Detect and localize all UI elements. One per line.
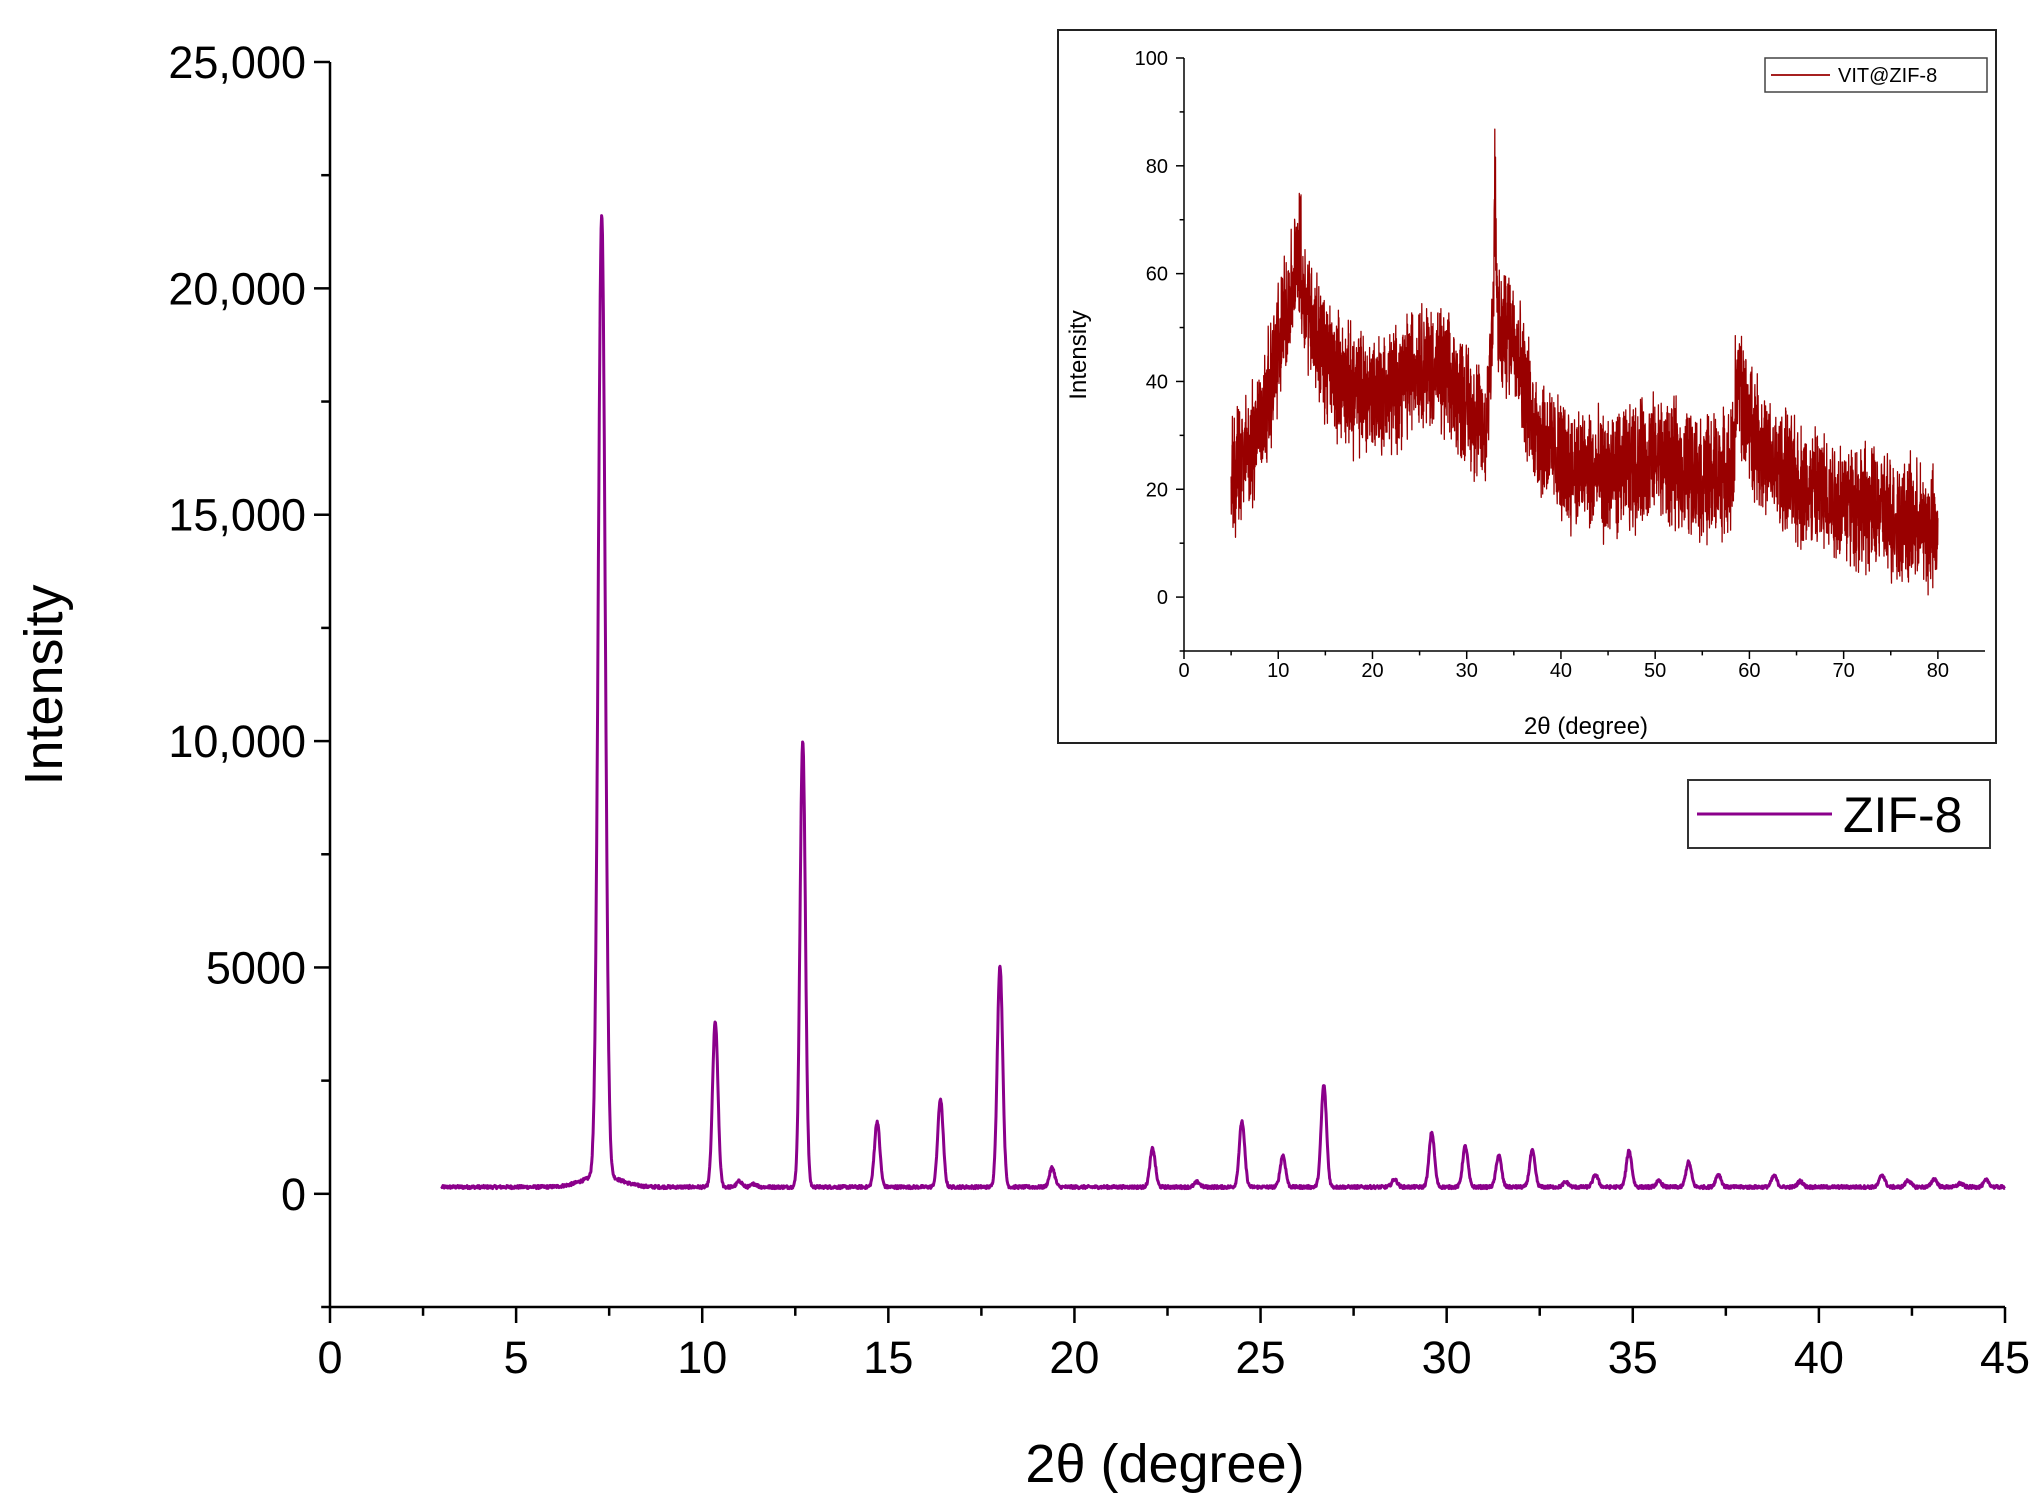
inset-x-tick-label: 60 [1738,660,1760,682]
main-x-tick-label: 0 [317,1332,342,1383]
inset-x-ticks: 0 10 20 30 40 50 60 70 80 [1178,651,1949,682]
main-x-tick-label: 25 [1236,1332,1286,1383]
main-x-tick-label: 35 [1608,1332,1658,1383]
main-y-tick-label: 10,000 [168,716,306,767]
inset-x-tick-label: 50 [1644,660,1666,682]
inset-y-ticks: 0 20 40 60 80 100 [1135,48,1184,652]
inset-legend-label: VIT@ZIF-8 [1838,65,1937,87]
inset-x-tick-label: 20 [1361,660,1383,682]
zif8-series-line [440,214,2007,1191]
main-x-tick-label: 10 [677,1332,727,1383]
inset-x-axis-label: 2θ (degree) [1524,713,1648,740]
main-x-ticks: 0 5 10 15 20 25 30 35 40 45 [317,1307,2030,1383]
inset-x-tick-label: 40 [1550,660,1572,682]
inset-y-axis-label: Intensity [1065,310,1092,399]
main-x-tick-label: 5 [504,1332,529,1383]
inset-y-tick-label: 0 [1157,587,1168,609]
main-y-axis-label: Intensity [14,584,74,785]
inset-y-tick-label: 20 [1146,479,1168,501]
main-x-tick-label: 40 [1794,1332,1844,1383]
main-y-tick-label: 20,000 [168,263,306,314]
main-x-tick-label: 20 [1049,1332,1099,1383]
inset-x-tick-label: 10 [1267,660,1289,682]
main-y-tick-label: 25,000 [168,37,306,88]
inset-x-tick-label: 0 [1178,660,1189,682]
main-y-tick-label: 15,000 [168,490,306,541]
inset-x-tick-label: 80 [1927,660,1949,682]
inset-x-tick-label: 70 [1833,660,1855,682]
main-x-tick-label: 30 [1422,1332,1472,1383]
inset-chart: 0 20 40 60 80 100 0 10 20 30 40 50 60 70 80 2θ (degre… [1057,29,1997,744]
main-legend: ZIF-8 [1687,779,1991,849]
main-x-tick-label: 15 [863,1332,913,1383]
main-x-tick-label: 45 [1980,1332,2030,1383]
vit-zif8-series-line [1230,128,1939,596]
inset-y-tick-label: 80 [1146,156,1168,178]
inset-y-tick-label: 60 [1146,264,1168,286]
main-legend-label: ZIF-8 [1843,787,1962,843]
inset-y-tick-label: 100 [1135,48,1168,70]
inset-legend: VIT@ZIF-8 [1764,57,1988,93]
inset-x-tick-label: 30 [1456,660,1478,682]
main-x-axis-label: 2θ (degree) [1025,1434,1304,1494]
main-y-tick-label: 0 [281,1169,306,1220]
inset-y-tick-label: 40 [1146,371,1168,393]
inset-axes [1183,58,1985,652]
main-y-tick-label: 5000 [206,942,306,993]
main-y-ticks: 0 5000 10,000 15,000 20,000 25,000 [168,37,330,1309]
